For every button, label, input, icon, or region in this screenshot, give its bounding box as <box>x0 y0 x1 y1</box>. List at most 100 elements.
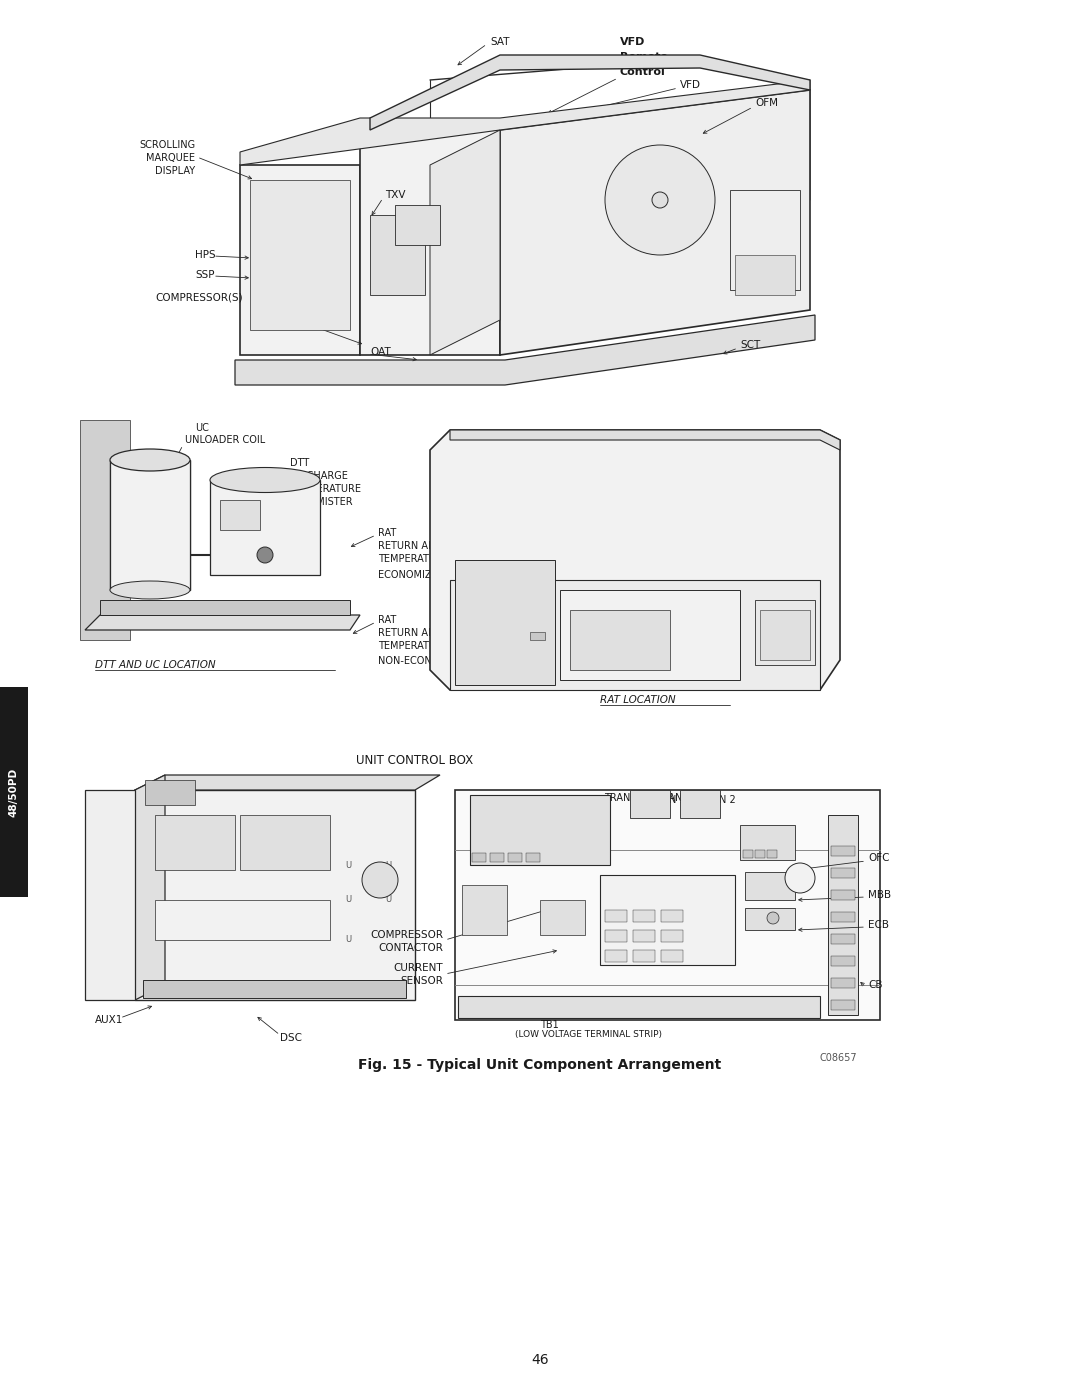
Text: MBB: MBB <box>868 890 891 900</box>
Bar <box>472 854 486 862</box>
Text: Remote: Remote <box>620 52 667 61</box>
Text: COMPRESSOR: COMPRESSOR <box>370 930 443 940</box>
Polygon shape <box>450 580 820 690</box>
Text: HPS: HPS <box>195 250 216 260</box>
Bar <box>470 795 610 865</box>
Text: U: U <box>345 936 351 944</box>
Bar <box>370 215 426 295</box>
Text: Fig. 15 - Typical Unit Component Arrangement: Fig. 15 - Typical Unit Component Arrange… <box>359 1058 721 1071</box>
Bar <box>740 826 795 861</box>
Polygon shape <box>240 80 810 165</box>
Circle shape <box>362 862 399 898</box>
Bar <box>661 930 683 942</box>
Bar <box>680 789 720 819</box>
Text: MARQUEE: MARQUEE <box>146 154 195 163</box>
Text: RAT LOCATION: RAT LOCATION <box>600 694 676 705</box>
Text: 48/50PD: 48/50PD <box>9 767 19 817</box>
Text: VFD: VFD <box>620 36 646 47</box>
Polygon shape <box>135 775 440 789</box>
Text: COMPRESSOR(S): COMPRESSOR(S) <box>156 292 243 302</box>
Bar <box>249 180 350 330</box>
Polygon shape <box>430 430 840 690</box>
Text: OFM: OFM <box>755 98 778 108</box>
Text: TB1: TB1 <box>540 1020 558 1030</box>
Text: TRAN 2: TRAN 2 <box>656 793 692 803</box>
Text: ECB: ECB <box>868 921 889 930</box>
Circle shape <box>605 145 715 256</box>
Bar <box>395 205 440 244</box>
Bar <box>600 875 735 965</box>
Bar <box>508 854 522 862</box>
Text: NON-ECONOMIZER: NON-ECONOMIZER <box>378 657 471 666</box>
Polygon shape <box>85 789 135 1000</box>
Bar <box>455 560 555 685</box>
Text: U: U <box>384 861 391 869</box>
Text: TRAN 1: TRAN 1 <box>604 793 639 803</box>
Text: DISPLAY: DISPLAY <box>154 166 195 176</box>
Bar <box>760 610 810 659</box>
Text: AUX1: AUX1 <box>95 1016 123 1025</box>
Bar <box>831 956 855 965</box>
Bar <box>831 978 855 988</box>
Text: U: U <box>384 895 391 904</box>
Polygon shape <box>135 789 415 1000</box>
Bar <box>730 190 800 291</box>
Text: IGC: IGC <box>320 320 338 330</box>
Text: VFD: VFD <box>680 80 701 89</box>
Bar <box>220 500 260 529</box>
Text: TEMPERATURE: TEMPERATURE <box>378 641 449 651</box>
Bar <box>540 900 585 935</box>
Bar <box>755 599 815 665</box>
Bar <box>831 890 855 900</box>
Text: 46: 46 <box>531 1354 549 1368</box>
Circle shape <box>785 863 815 893</box>
Text: (LOW VOLTAGE TERMINAL STRIP): (LOW VOLTAGE TERMINAL STRIP) <box>515 1031 662 1039</box>
Polygon shape <box>135 775 165 1000</box>
Bar <box>735 256 795 295</box>
Polygon shape <box>235 314 815 386</box>
Text: U: U <box>345 861 351 869</box>
Text: CONTACTOR: CONTACTOR <box>378 943 443 953</box>
Bar <box>755 849 765 858</box>
Bar <box>745 908 795 930</box>
Bar <box>462 886 507 935</box>
Bar <box>455 789 880 1020</box>
Bar <box>661 950 683 963</box>
Bar <box>630 789 670 819</box>
Polygon shape <box>85 615 360 630</box>
Bar <box>240 814 330 870</box>
Bar <box>828 814 858 1016</box>
Text: RETURN AIR: RETURN AIR <box>378 541 437 550</box>
Bar <box>831 868 855 877</box>
Bar <box>145 780 195 805</box>
Bar <box>605 950 627 963</box>
Bar <box>633 909 654 922</box>
Text: IPM: IPM <box>420 237 438 249</box>
Bar <box>605 909 627 922</box>
Bar <box>0 687 28 897</box>
Circle shape <box>257 548 273 563</box>
Bar <box>831 847 855 856</box>
Text: UC: UC <box>195 423 208 433</box>
Text: SSP: SSP <box>195 270 215 279</box>
Ellipse shape <box>210 468 320 493</box>
Polygon shape <box>500 89 810 240</box>
Bar <box>831 1000 855 1010</box>
Text: DISCHARGE: DISCHARGE <box>291 471 348 481</box>
Polygon shape <box>360 130 500 355</box>
Bar <box>767 849 777 858</box>
Text: IFC: IFC <box>525 820 555 840</box>
Text: THERMISTER: THERMISTER <box>291 497 353 507</box>
Text: OAT: OAT <box>370 346 391 358</box>
Bar <box>490 854 504 862</box>
Text: TXV: TXV <box>384 190 405 200</box>
Bar <box>210 481 320 576</box>
Polygon shape <box>240 165 360 355</box>
Bar <box>561 590 740 680</box>
Text: DTT: DTT <box>291 458 309 468</box>
Text: CURRENT: CURRENT <box>393 963 443 972</box>
Text: TEMPERATURE: TEMPERATURE <box>378 555 449 564</box>
Bar <box>458 996 820 1018</box>
Bar <box>526 854 540 862</box>
Text: U: U <box>345 895 351 904</box>
